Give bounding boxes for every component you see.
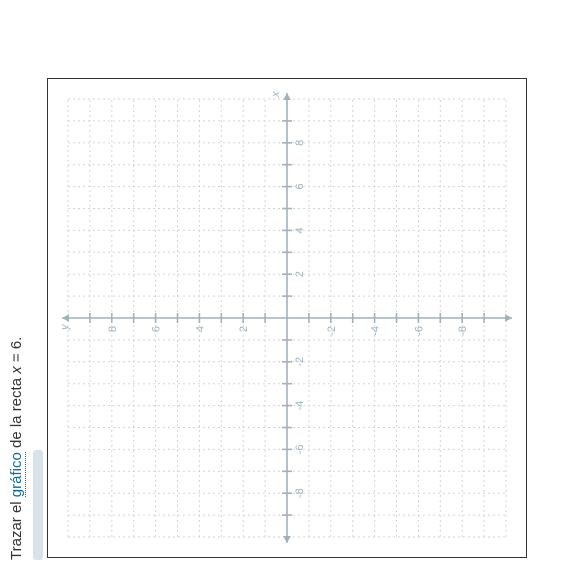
equation-var: x: [8, 366, 25, 374]
hint-indicator: [33, 450, 43, 560]
svg-text:-4: -4: [370, 326, 382, 336]
svg-text:-6: -6: [294, 445, 306, 455]
svg-text:-8: -8: [457, 326, 469, 336]
grafico-link[interactable]: gráfico: [8, 452, 26, 497]
svg-text:-2: -2: [294, 357, 306, 367]
svg-text:2: 2: [294, 271, 306, 277]
svg-text:y: y: [59, 323, 71, 331]
svg-text:2: 2: [238, 326, 250, 332]
grid-svg: -8 -6 -4 -2 2 4 6 8 -8 -6 -4 -2 2 4 6 8 x y: [48, 79, 526, 557]
question-text: Trazar el gráfico de la recta x = 6.: [0, 42, 29, 570]
svg-text:x: x: [270, 91, 282, 98]
question-middle: de la recta: [8, 374, 25, 452]
svg-text:8: 8: [294, 140, 306, 146]
svg-text:-6: -6: [413, 326, 425, 336]
equation-rest: = 6.: [8, 337, 25, 367]
svg-text:-2: -2: [326, 326, 338, 336]
svg-text:4: 4: [194, 326, 206, 332]
svg-text:4: 4: [294, 227, 306, 233]
svg-text:6: 6: [151, 326, 163, 332]
svg-text:-4: -4: [294, 401, 306, 411]
svg-text:-8: -8: [294, 488, 306, 498]
question-prefix: Trazar el: [8, 497, 25, 560]
svg-text:8: 8: [107, 326, 119, 332]
svg-text:6: 6: [294, 184, 306, 190]
coordinate-plane[interactable]: -8 -6 -4 -2 2 4 6 8 -8 -6 -4 -2 2 4 6 8 x y: [47, 78, 527, 558]
